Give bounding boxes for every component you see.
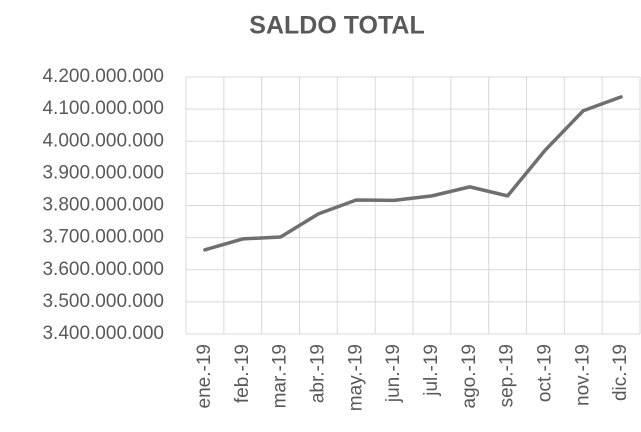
y-tick-label: 3.500.000.000 <box>42 291 164 312</box>
x-tick-label: mar.-19 <box>270 344 291 408</box>
y-tick-label: 3.600.000.000 <box>42 259 164 280</box>
x-tick-label: sep.-19 <box>497 344 518 407</box>
x-tick-label: abr.-19 <box>307 344 328 403</box>
y-tick-label: 3.900.000.000 <box>42 162 164 183</box>
y-tick-label: 3.800.000.000 <box>42 195 164 216</box>
x-tick-label: may.-19 <box>345 344 366 411</box>
x-tick-label: ago.-19 <box>459 344 480 408</box>
x-tick-label: ene.-19 <box>194 344 215 408</box>
x-tick-label: oct.-19 <box>534 344 555 402</box>
x-tick-label: dic.-19 <box>610 344 631 401</box>
chart-title: SALDO TOTAL <box>249 12 424 40</box>
x-tick-label: jul.-19 <box>421 344 442 397</box>
x-tick-label: feb.-19 <box>232 344 253 403</box>
y-tick-label: 3.400.000.000 <box>42 323 164 344</box>
x-tick-label: jun.-19 <box>383 344 404 403</box>
data-line <box>203 95 623 252</box>
y-tick-label: 3.700.000.000 <box>42 227 164 248</box>
y-tick-label: 4.200.000.000 <box>42 66 164 87</box>
y-tick-label: 4.100.000.000 <box>42 98 164 119</box>
y-tick-label: 4.000.000.000 <box>42 130 164 151</box>
x-tick-label: nov.-19 <box>572 344 593 406</box>
